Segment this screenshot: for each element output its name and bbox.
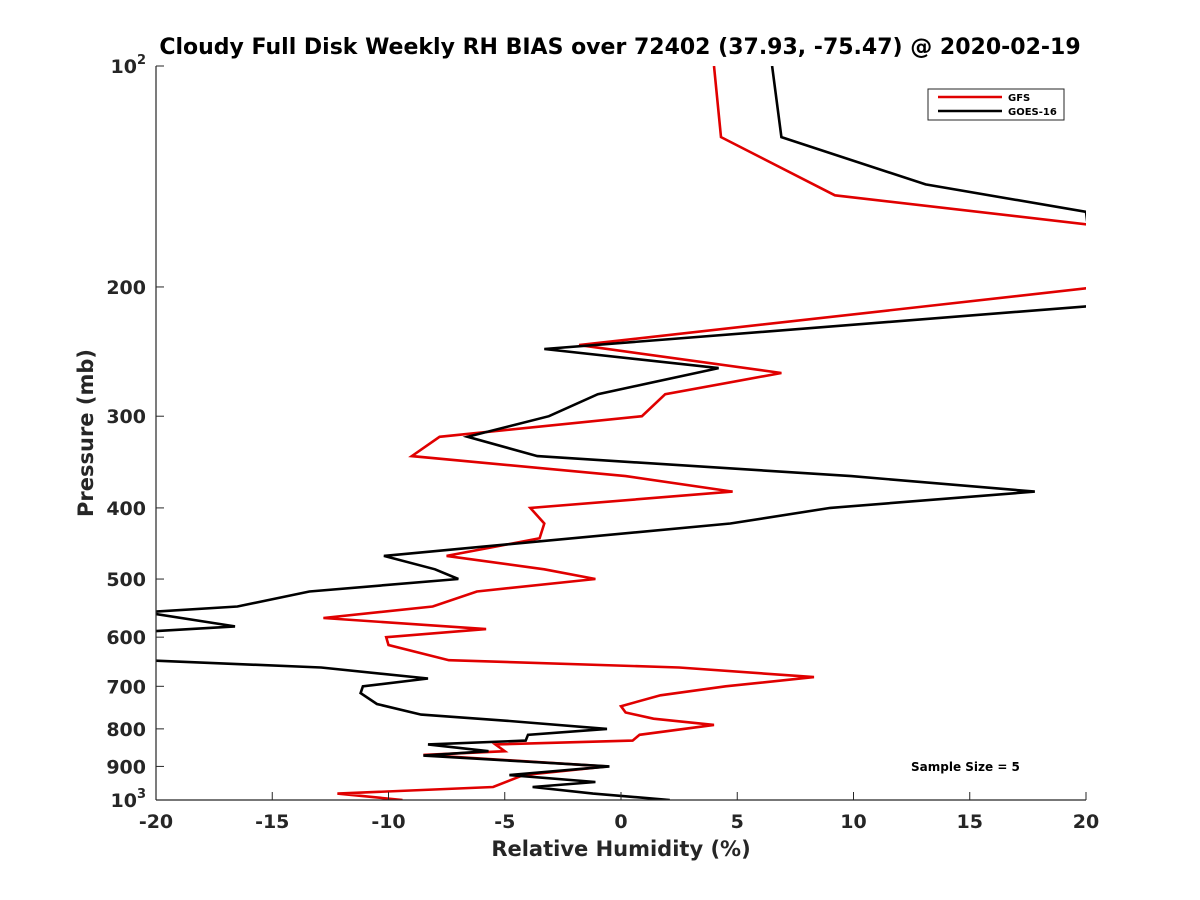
x-tick-label: 15	[957, 811, 983, 833]
legend: GFS GOES-16	[927, 88, 1065, 121]
x-tick-label: -20	[139, 811, 173, 833]
y-ticks: 102 200 300 400 500 600 700 800 900 103	[106, 53, 164, 812]
y-tick-label: 900	[106, 756, 146, 778]
sample-size-annotation: Sample Size = 5	[911, 760, 1020, 774]
x-axis-label: Relative Humidity (%)	[491, 837, 750, 861]
y-tick-label: 102	[111, 53, 147, 78]
y-tick-label: 300	[106, 406, 146, 428]
y-tick-label: 103	[111, 787, 147, 812]
x-tick-label: 5	[731, 811, 744, 833]
x-tick-label: -5	[494, 811, 515, 833]
x-ticks: -20 -15 -10 -5 0 5 10 15 20	[139, 792, 1099, 833]
chart-title: Cloudy Full Disk Weekly RH BIAS over 724…	[159, 35, 1080, 60]
legend-box	[927, 88, 1065, 121]
y-tick-label: 200	[106, 277, 146, 299]
legend-label-gfs: GFS	[1008, 93, 1030, 104]
y-tick-label: 700	[106, 676, 146, 698]
y-axis-label: Pressure (mb)	[74, 349, 98, 517]
legend-label-goes16: GOES-16	[1008, 107, 1057, 118]
y-tick-label: 600	[106, 627, 146, 649]
x-tick-label: -10	[371, 811, 405, 833]
series-line-goes16	[156, 66, 1086, 800]
series-layer	[156, 66, 1086, 800]
x-tick-label: 20	[1073, 811, 1099, 833]
y-tick-label: 800	[106, 719, 146, 741]
y-tick-label: 400	[106, 498, 146, 520]
x-tick-label: -15	[255, 811, 289, 833]
series-line-gfs	[323, 66, 1086, 800]
y-tick-label: 500	[106, 569, 146, 591]
x-tick-label: 0	[614, 811, 627, 833]
x-tick-label: 10	[840, 811, 866, 833]
axes-frame	[155, 66, 1086, 801]
